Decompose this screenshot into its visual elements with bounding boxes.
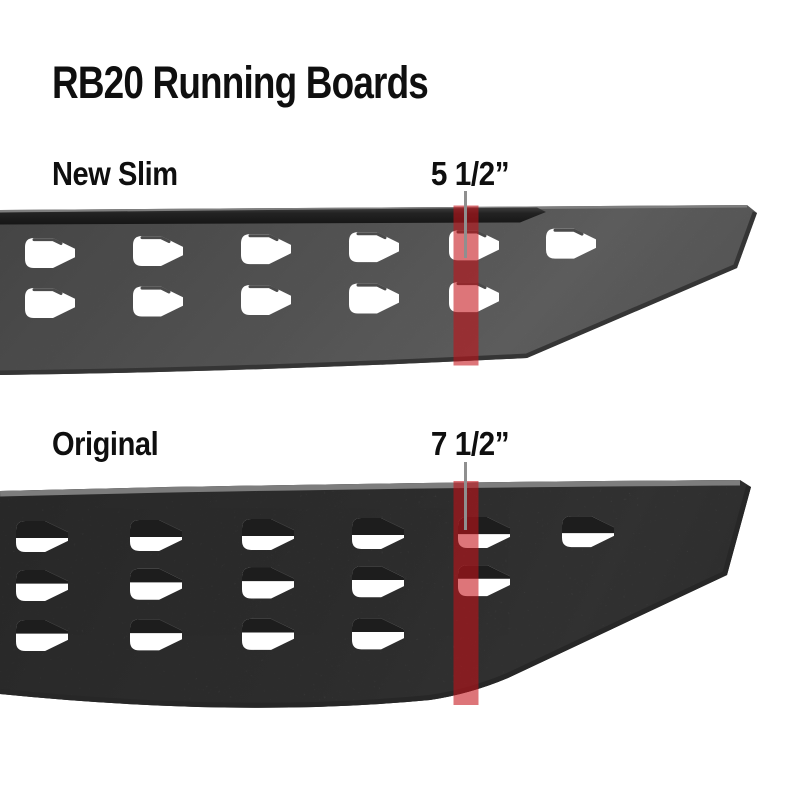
cutout xyxy=(32,238,63,245)
cutout xyxy=(130,519,182,538)
cutout xyxy=(32,288,63,295)
cutout xyxy=(242,618,294,633)
cutout xyxy=(130,568,182,583)
cutout xyxy=(25,238,75,268)
cutout xyxy=(241,234,291,265)
cutout xyxy=(352,566,404,580)
cutout xyxy=(140,236,171,244)
cutout xyxy=(349,283,399,314)
cutout xyxy=(130,619,182,634)
cutout xyxy=(562,516,614,534)
board-label-new-slim: New Slim xyxy=(52,155,178,192)
page-title: RB20 Running Boards xyxy=(52,57,429,108)
cutout xyxy=(16,521,68,539)
cutout xyxy=(133,236,183,267)
cutout xyxy=(546,228,596,259)
cutout xyxy=(352,618,404,632)
cutout xyxy=(16,620,68,634)
measurement-new-slim: 5 1/2” xyxy=(430,155,510,192)
cutout xyxy=(352,517,404,536)
cutout xyxy=(349,232,399,263)
cutout xyxy=(133,286,183,317)
cutout xyxy=(25,288,75,318)
cutout xyxy=(242,567,294,582)
cutout xyxy=(248,285,279,292)
cutout xyxy=(356,283,387,291)
board-new-slim-top-rail xyxy=(0,207,546,225)
measurement-original: 7 1/2” xyxy=(430,425,510,462)
cutout xyxy=(241,284,291,315)
cutout xyxy=(242,518,294,537)
board-new-slim xyxy=(0,191,757,375)
pointer-line-original xyxy=(464,462,467,530)
cutout xyxy=(356,232,387,240)
cutout xyxy=(140,286,171,294)
cutout xyxy=(248,234,279,242)
board-original xyxy=(0,462,751,708)
pointer-line-new-slim xyxy=(464,191,467,258)
cutout xyxy=(16,570,68,584)
board-label-original: Original xyxy=(52,425,159,462)
cutout xyxy=(553,228,584,236)
